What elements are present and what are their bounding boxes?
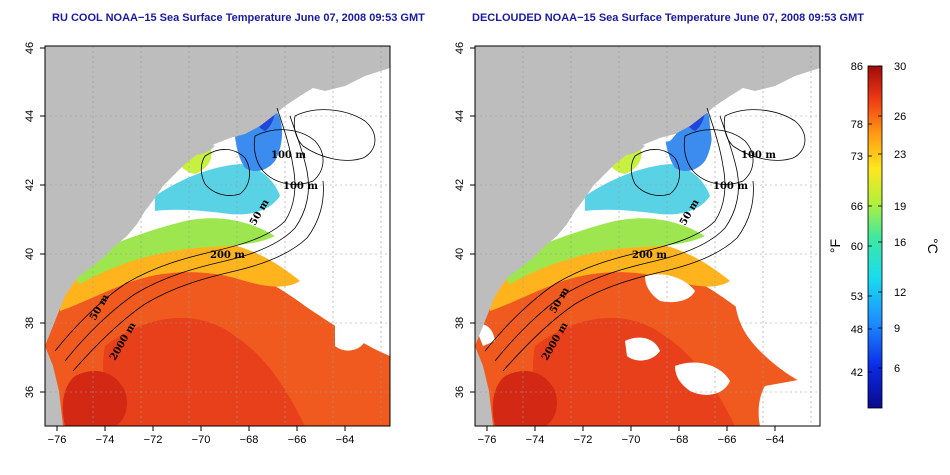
panel-title-left: RU COOL NOAA−15 Sea Surface Temperature … — [52, 12, 425, 24]
contour-label: 100 m — [713, 181, 748, 192]
fahrenheit-tick-label: 48 — [851, 324, 863, 336]
lat-tick-label: 40 — [24, 248, 36, 260]
celsius-tick-label: 19 — [894, 201, 906, 213]
sst-map-cool: 100 m 100 m 50 m 200 m 50 m 2000 m −76 −7… — [24, 42, 391, 446]
map-frame-left — [44, 45, 391, 427]
lon-tick-label: −74 — [526, 434, 545, 446]
fahrenheit-tick-label: 42 — [851, 367, 863, 379]
fahrenheit-tick-label: 73 — [851, 151, 863, 163]
lat-tick-label: 36 — [454, 386, 466, 398]
lon-tick-label: −64 — [336, 434, 355, 446]
lat-tick-label: 46 — [24, 42, 36, 54]
fahrenheit-tick-label: 53 — [851, 291, 863, 303]
fahrenheit-tick-label: 78 — [851, 119, 863, 131]
fahrenheit-tick-label: 60 — [851, 241, 863, 253]
temperature-colorbar: 86 78 73 66 60 53 48 42 30 26 23 19 16 12 9 6 °F °C — [827, 61, 941, 409]
axis-ticks-left: −76 −74 −72 −70 −68 −66 −64 36 38 40 42 44 46 — [24, 42, 354, 446]
fahrenheit-tick-label: 66 — [851, 201, 863, 213]
axis-ticks-right: −76 −74 −72 −70 −68 −66 −64 36 38 40 42 44 46 — [454, 42, 784, 446]
celsius-tick-label: 16 — [894, 237, 906, 249]
lat-tick-label: 42 — [454, 179, 466, 191]
celsius-unit-label: °C — [925, 238, 941, 254]
lat-tick-label: 36 — [24, 386, 36, 398]
lon-tick-label: −68 — [240, 434, 259, 446]
lon-tick-label: −72 — [574, 434, 593, 446]
contour-label: 100 m — [283, 181, 318, 192]
contour-label: 200 m — [210, 250, 245, 261]
celsius-tick-label: 23 — [894, 149, 906, 161]
lat-tick-label: 44 — [24, 110, 36, 122]
lon-tick-label: −76 — [478, 434, 497, 446]
celsius-tick-label: 30 — [894, 61, 906, 73]
sst-map-declouded: 100 m 100 m 50 m 200 m 50 m 2000 m −76 −7… — [454, 42, 821, 446]
fahrenheit-unit-label: °F — [827, 239, 843, 253]
lon-tick-label: −68 — [670, 434, 689, 446]
lon-tick-label: −74 — [96, 434, 115, 446]
lat-tick-label: 40 — [454, 248, 466, 260]
lon-tick-label: −66 — [718, 434, 737, 446]
lat-tick-label: 42 — [24, 179, 36, 191]
contour-label: 200 m — [632, 250, 667, 261]
contour-label: 100 m — [271, 150, 306, 161]
lon-tick-label: −76 — [48, 434, 67, 446]
lon-tick-label: −70 — [622, 434, 641, 446]
lat-tick-label: 38 — [454, 317, 466, 329]
panel-title-right: DECLOUDED NOAA−15 Sea Surface Temperatur… — [472, 12, 864, 24]
contour-label: 100 m — [741, 150, 776, 161]
lat-tick-label: 38 — [24, 317, 36, 329]
lat-tick-label: 46 — [454, 42, 466, 54]
celsius-tick-label: 26 — [894, 111, 906, 123]
celsius-tick-label: 9 — [894, 323, 900, 335]
lat-tick-label: 44 — [454, 110, 466, 122]
fahrenheit-tick-label: 86 — [851, 61, 863, 73]
lon-tick-label: −70 — [192, 434, 211, 446]
celsius-tick-label: 6 — [894, 363, 900, 375]
lon-tick-label: −66 — [288, 434, 307, 446]
lon-tick-label: −72 — [144, 434, 163, 446]
celsius-tick-label: 12 — [894, 287, 906, 299]
lon-tick-label: −64 — [766, 434, 785, 446]
colorbar-gradient — [867, 65, 883, 409]
map-frame-right — [474, 45, 821, 427]
